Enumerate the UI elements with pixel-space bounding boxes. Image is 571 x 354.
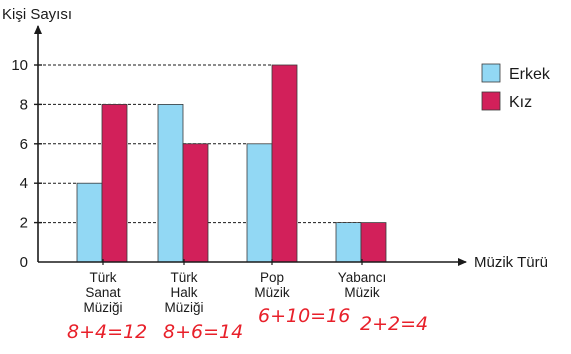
bars xyxy=(76,64,387,263)
category-label-line: Müzik xyxy=(254,285,290,300)
handwritten-notes: 8+4=12 8+6=14 6+10=16 2+2=4 xyxy=(67,305,428,343)
bar-kız-3 xyxy=(360,222,387,263)
category-label-line: Halk xyxy=(170,285,197,300)
category-label-line: Türk xyxy=(171,270,198,285)
category-label-line: Müziği xyxy=(164,300,203,315)
category-label-line: Sanat xyxy=(85,285,121,300)
legend-label-erkek: Erkek xyxy=(509,66,551,83)
bar-kız-1 xyxy=(182,143,209,263)
y-tick-label-2: 2 xyxy=(20,215,28,232)
x-axis-title: Müzik Türü xyxy=(474,254,548,271)
handwritten-note: 8+4=12 xyxy=(67,321,147,343)
category-label-line: Türk xyxy=(90,270,117,285)
category-label-line: Müzik xyxy=(344,285,380,300)
bar-erkek-2 xyxy=(246,143,273,263)
bar-kız-2 xyxy=(271,64,298,263)
category-label-line: Müziği xyxy=(83,300,122,315)
y-tick-label-6: 6 xyxy=(20,136,28,153)
handwritten-note: 2+2=4 xyxy=(360,313,428,335)
category-labels: TürkSanatMüziğiTürkHalkMüziğiPopMüzikYab… xyxy=(83,259,386,315)
legend-swatch-erkek xyxy=(481,63,501,83)
legend-swatch-kız xyxy=(481,91,501,111)
handwritten-note: 8+6=14 xyxy=(163,321,243,343)
bar-erkek-1 xyxy=(157,104,184,263)
y-tick-label-8: 8 xyxy=(20,96,28,113)
category-label-line: Yabancı xyxy=(338,270,387,285)
bar-kız-0 xyxy=(101,104,128,263)
bar-erkek-0 xyxy=(76,182,103,263)
y-tick-label-10: 10 xyxy=(11,57,28,74)
category-label-line: Pop xyxy=(260,270,284,285)
y-axis-title: Kişi Sayısı xyxy=(2,6,72,23)
bar-erkek-3 xyxy=(335,222,362,263)
y-tick-label-4: 4 xyxy=(20,175,28,192)
legend-label-kız: Kız xyxy=(509,94,532,111)
y-ticks: 0 2 4 6 8 10 xyxy=(11,57,42,271)
legend: Erkek Kız xyxy=(481,63,551,111)
y-tick-label-0: 0 xyxy=(20,254,28,271)
handwritten-note: 6+10=16 xyxy=(258,305,350,327)
